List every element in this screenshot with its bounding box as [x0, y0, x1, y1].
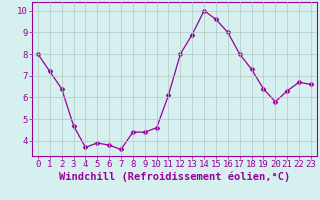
X-axis label: Windchill (Refroidissement éolien,°C): Windchill (Refroidissement éolien,°C)	[59, 172, 290, 182]
